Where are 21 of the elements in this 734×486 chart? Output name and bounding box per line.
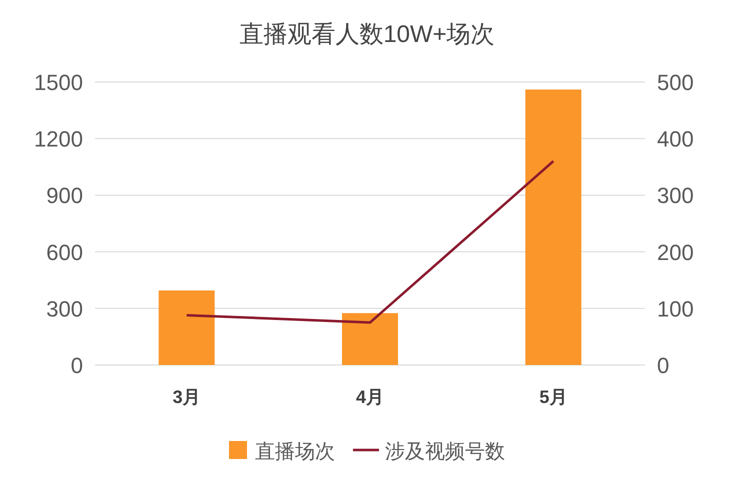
y2-tick-label: 400 <box>657 126 694 152</box>
x-tick-label: 4月 <box>356 387 384 407</box>
y-tick-label: 300 <box>46 296 83 322</box>
bar <box>525 90 582 365</box>
x-tick-label: 5月 <box>539 387 568 407</box>
legend-label: 直播场次 <box>255 441 335 463</box>
y-tick-label: 600 <box>46 240 83 265</box>
y-tick-label: 1500 <box>34 70 83 95</box>
legend-label: 涉及视频号数 <box>385 441 505 463</box>
chart-title: 直播观看人数10W+场次 <box>239 21 495 48</box>
y2-tick-label: 200 <box>657 240 694 265</box>
y2-tick-label: 300 <box>657 183 694 208</box>
x-tick-label: 3月 <box>172 387 201 407</box>
y-tick-label: 1200 <box>34 126 83 152</box>
y2-tick-label: 100 <box>657 296 694 322</box>
y2-tick-label: 500 <box>657 70 694 95</box>
bar <box>158 290 215 365</box>
bar <box>342 313 398 365</box>
y2-tick-label: 0 <box>657 353 670 378</box>
y-tick-label: 900 <box>46 183 83 208</box>
y-tick-label: 0 <box>70 353 83 378</box>
